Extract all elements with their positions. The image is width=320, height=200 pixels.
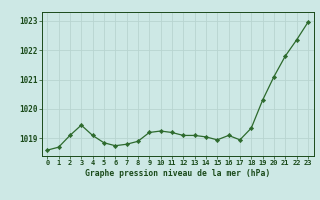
- X-axis label: Graphe pression niveau de la mer (hPa): Graphe pression niveau de la mer (hPa): [85, 169, 270, 178]
